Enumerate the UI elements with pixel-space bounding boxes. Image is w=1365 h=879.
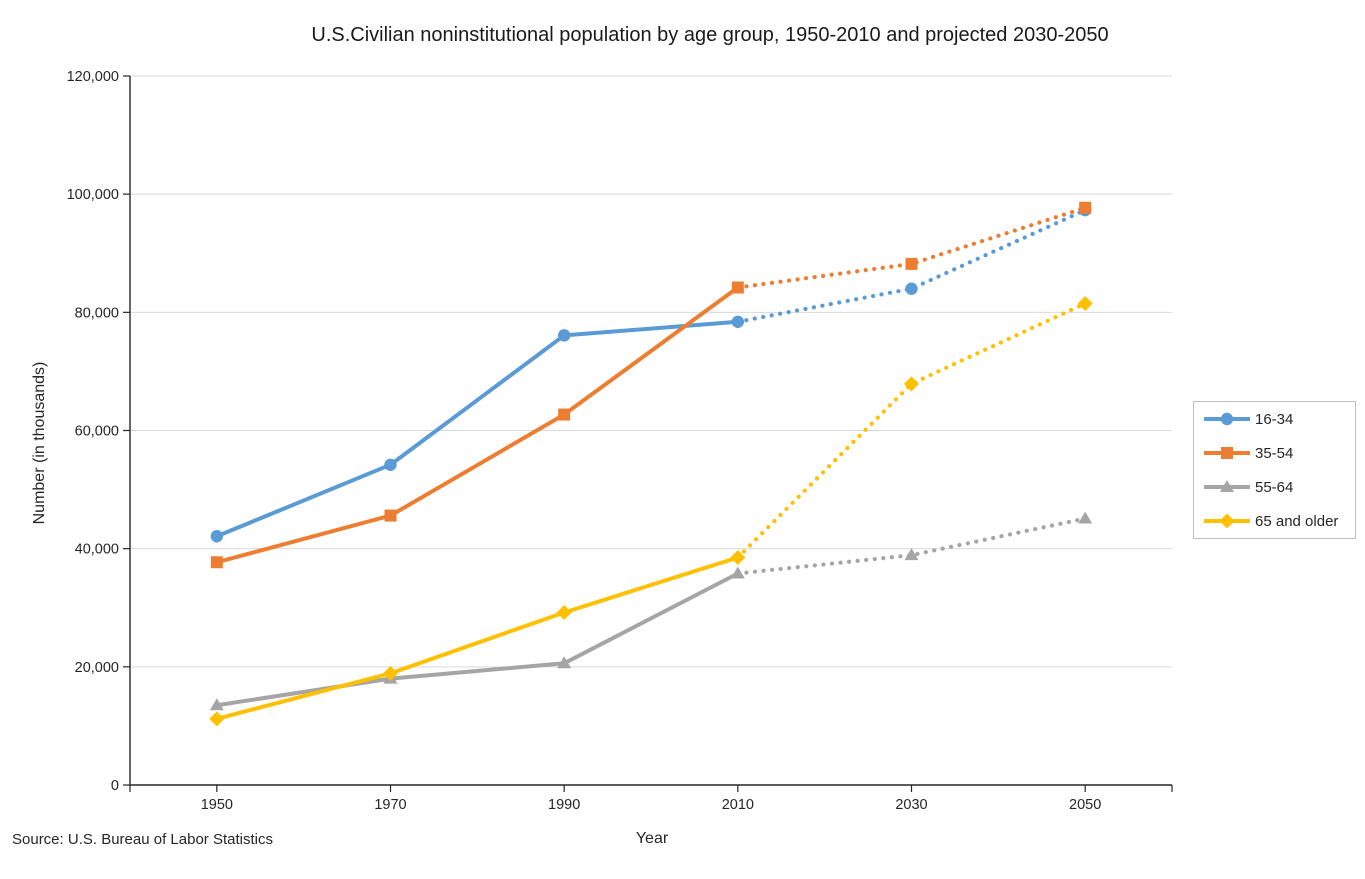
marker-65-and-older-2050 xyxy=(1077,295,1093,311)
y-tick-label: 20,000 xyxy=(75,660,119,676)
legend-swatch-diamond-icon xyxy=(1204,513,1250,529)
marker-35-54-1950 xyxy=(210,556,223,569)
legend-swatch-square-icon xyxy=(1204,447,1250,459)
marker-55-64-1950 xyxy=(209,698,224,711)
marker-65-and-older-1950 xyxy=(209,711,225,727)
line-observed xyxy=(214,285,740,565)
legend-marker xyxy=(1219,513,1235,529)
marker-55-64-2010 xyxy=(730,566,745,579)
legend-item-35-54: 35-54 xyxy=(1204,445,1355,461)
source-note: Source: U.S. Bureau of Labor Statistics xyxy=(12,831,273,848)
legend-swatch-triangle-icon xyxy=(1204,480,1250,492)
y-tick-label: 0 xyxy=(111,778,119,794)
line-observed xyxy=(214,571,740,708)
y-tick-label: 40,000 xyxy=(75,542,119,558)
marker-16-34-1990 xyxy=(557,329,571,342)
marker-65-and-older-1990 xyxy=(556,604,572,620)
marker-35-54-2050 xyxy=(1079,201,1092,214)
marker-65-and-older-1970 xyxy=(383,665,398,681)
x-tick-label: 2050 xyxy=(1069,797,1101,813)
series-35-54 xyxy=(210,201,1092,569)
legend-label: 65 and older xyxy=(1255,512,1339,530)
legend-item-65-and-older: 65 and older xyxy=(1204,513,1355,529)
marker-35-54-2030 xyxy=(905,257,918,270)
x-tick-label: 1990 xyxy=(548,797,580,813)
legend-marker xyxy=(1221,447,1233,459)
marker-65-and-older-2030 xyxy=(904,376,919,392)
y-tick-label: 100,000 xyxy=(67,187,119,203)
marker-65-and-older-2010 xyxy=(730,550,746,566)
line-projected xyxy=(735,205,1088,290)
y-axis-title: Number (in thousands) xyxy=(31,361,48,525)
marker-55-64-1990 xyxy=(557,656,572,669)
marker-55-64-2030 xyxy=(904,548,919,561)
y-tick-label: 120,000 xyxy=(67,69,119,85)
y-tick-label: 60,000 xyxy=(75,424,119,440)
legend-label: 16-34 xyxy=(1255,410,1294,428)
x-tick-label: 1950 xyxy=(201,797,233,813)
line-projected xyxy=(735,208,1088,324)
marker-16-34-2030 xyxy=(905,282,918,295)
line-observed xyxy=(214,319,740,539)
x-tick-label: 1970 xyxy=(374,797,406,813)
legend-label: 35-54 xyxy=(1255,444,1294,462)
legend-marker xyxy=(1220,480,1234,492)
marker-35-54-2010 xyxy=(731,281,744,294)
legend-marker xyxy=(1220,412,1234,426)
marker-35-54-1990 xyxy=(558,408,571,421)
series-16-34 xyxy=(210,203,1092,543)
marker-16-34-2010 xyxy=(731,315,745,328)
x-tick-label: 2010 xyxy=(722,797,754,813)
x-axis-title: Year xyxy=(635,830,669,847)
legend-label: 55-64 xyxy=(1255,478,1294,496)
line-observed xyxy=(214,555,740,721)
legend-item-16-34: 16-34 xyxy=(1204,411,1355,427)
series-65-and-older xyxy=(209,295,1093,727)
legend-swatch-circle-icon xyxy=(1204,412,1250,426)
legend-item-55-64: 55-64 xyxy=(1204,479,1355,495)
chart-title: U.S.Civilian noninstitutional population… xyxy=(311,24,1109,46)
marker-55-64-2050 xyxy=(1078,511,1093,524)
x-tick-label: 2030 xyxy=(895,797,927,813)
marker-35-54-1970 xyxy=(384,509,397,522)
marker-16-34-1950 xyxy=(210,530,224,543)
legend: 16-34 35-54 55-64 65 and older xyxy=(1193,401,1356,539)
marker-16-34-1970 xyxy=(384,458,397,471)
line-projected xyxy=(735,516,1088,576)
series-55-64 xyxy=(209,511,1093,711)
y-tick-label: 80,000 xyxy=(75,305,119,321)
